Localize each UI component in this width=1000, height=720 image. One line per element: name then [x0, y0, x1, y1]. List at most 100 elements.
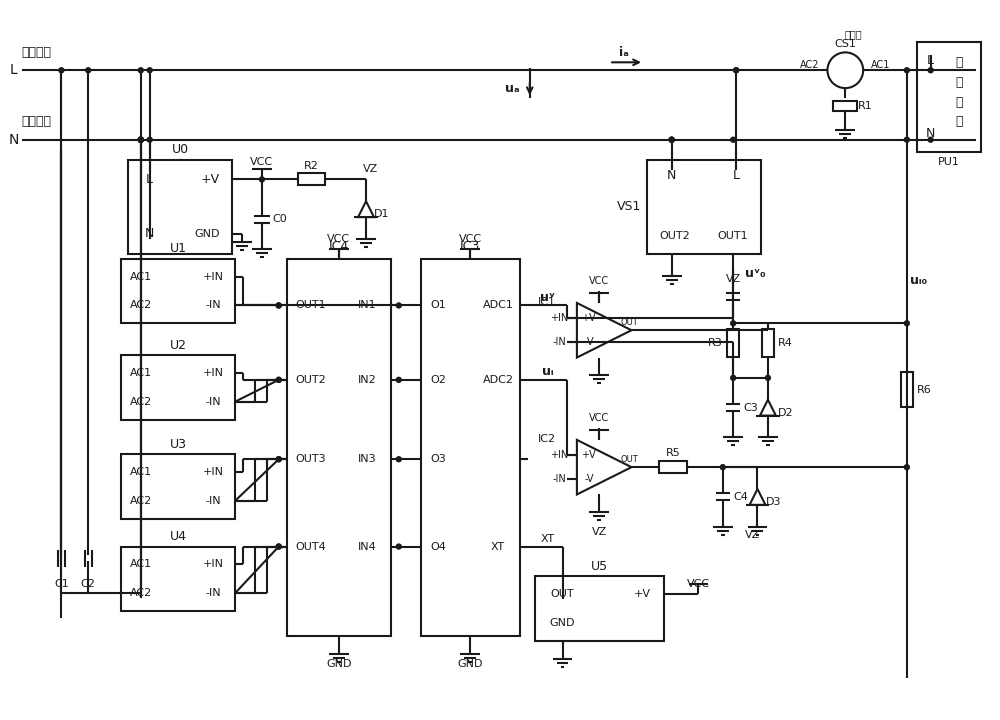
Text: OUT: OUT: [551, 589, 574, 599]
Text: N: N: [926, 127, 935, 140]
Text: 用: 用: [956, 56, 963, 69]
Text: +IN: +IN: [203, 368, 224, 378]
Circle shape: [276, 303, 281, 308]
Text: CS1: CS1: [834, 40, 856, 50]
Bar: [287, 258, 391, 636]
Bar: [421, 258, 520, 636]
Text: N: N: [9, 132, 19, 147]
Text: VCC: VCC: [589, 276, 609, 286]
Circle shape: [731, 321, 736, 325]
Circle shape: [276, 456, 281, 462]
Text: AC2: AC2: [130, 300, 152, 310]
Bar: [121, 454, 235, 519]
Circle shape: [904, 464, 909, 469]
Text: IC3: IC3: [460, 240, 480, 253]
Bar: [647, 160, 761, 254]
Circle shape: [669, 138, 674, 142]
Text: D2: D2: [778, 408, 794, 418]
Text: ADC1: ADC1: [483, 300, 513, 310]
Circle shape: [731, 375, 736, 380]
Circle shape: [86, 68, 91, 73]
Text: VCC: VCC: [250, 156, 273, 166]
Text: VCC: VCC: [459, 234, 482, 244]
Text: GND: GND: [457, 659, 483, 669]
Text: GND: GND: [195, 229, 220, 239]
Circle shape: [276, 456, 281, 462]
Circle shape: [765, 375, 770, 380]
Text: AC2: AC2: [800, 60, 819, 71]
Text: uᵢ₀: uᵢ₀: [910, 274, 927, 287]
Text: uᵛ: uᵛ: [540, 291, 555, 304]
Circle shape: [138, 138, 143, 142]
Text: L: L: [10, 63, 18, 77]
Text: C1: C1: [54, 580, 69, 589]
Circle shape: [138, 138, 143, 142]
Circle shape: [734, 68, 739, 73]
Text: R5: R5: [666, 449, 681, 458]
Text: OUT: OUT: [621, 318, 638, 327]
Text: uₐ: uₐ: [505, 81, 520, 94]
Circle shape: [138, 138, 143, 142]
Text: AC1: AC1: [130, 467, 152, 477]
Circle shape: [276, 377, 281, 382]
Text: U2: U2: [170, 338, 187, 351]
Text: GND: GND: [550, 618, 575, 628]
Text: GND: GND: [326, 659, 352, 669]
Text: OUT1: OUT1: [718, 231, 748, 241]
Circle shape: [147, 68, 152, 73]
Text: O4: O4: [431, 541, 446, 552]
Circle shape: [904, 68, 909, 73]
Text: VCC: VCC: [687, 580, 710, 589]
Text: VZ: VZ: [726, 274, 741, 284]
Text: +IN: +IN: [203, 467, 224, 477]
Text: -IN: -IN: [205, 397, 221, 407]
Text: R6: R6: [917, 384, 932, 395]
Circle shape: [59, 68, 64, 73]
Circle shape: [720, 464, 725, 469]
Text: OUT3: OUT3: [295, 454, 326, 464]
Text: IN1: IN1: [358, 300, 376, 310]
Text: +IN: +IN: [203, 559, 224, 570]
Bar: [121, 355, 235, 420]
Text: D1: D1: [374, 209, 390, 219]
Text: N: N: [667, 169, 676, 182]
Text: uᵢ: uᵢ: [542, 366, 553, 379]
Text: OUT2: OUT2: [295, 375, 326, 385]
Text: （相线）: （相线）: [22, 46, 52, 59]
Text: C4: C4: [733, 492, 748, 502]
Text: AC2: AC2: [130, 496, 152, 506]
Text: IC1: IC1: [538, 297, 556, 307]
Text: O1: O1: [431, 300, 446, 310]
Circle shape: [731, 138, 736, 142]
Circle shape: [396, 544, 401, 549]
Text: L: L: [733, 169, 740, 182]
Text: OUT: OUT: [621, 455, 638, 464]
Circle shape: [138, 138, 143, 142]
Text: ADC2: ADC2: [483, 375, 514, 385]
Text: PU1: PU1: [938, 156, 960, 166]
Text: VZ: VZ: [592, 527, 607, 537]
Text: -IN: -IN: [205, 496, 221, 506]
Bar: [298, 174, 325, 185]
Text: -IN: -IN: [205, 588, 221, 598]
Text: R2: R2: [304, 161, 319, 171]
Bar: [762, 329, 774, 357]
Text: XT: XT: [541, 534, 555, 544]
Text: +IN: +IN: [550, 450, 568, 460]
Bar: [917, 42, 981, 152]
Text: R1: R1: [858, 101, 873, 111]
Circle shape: [396, 456, 401, 462]
Text: VZ: VZ: [363, 164, 379, 174]
Text: R3: R3: [708, 338, 723, 348]
Text: （零线）: （零线）: [22, 115, 52, 128]
Text: AC1: AC1: [130, 368, 152, 378]
Text: AC2: AC2: [130, 588, 152, 598]
Text: AC2: AC2: [130, 397, 152, 407]
Bar: [128, 160, 232, 254]
Circle shape: [827, 53, 863, 88]
Text: IN2: IN2: [358, 375, 376, 385]
Circle shape: [138, 68, 143, 73]
Text: +V: +V: [581, 313, 596, 323]
Text: C0: C0: [272, 214, 287, 224]
Text: D3: D3: [766, 497, 781, 507]
